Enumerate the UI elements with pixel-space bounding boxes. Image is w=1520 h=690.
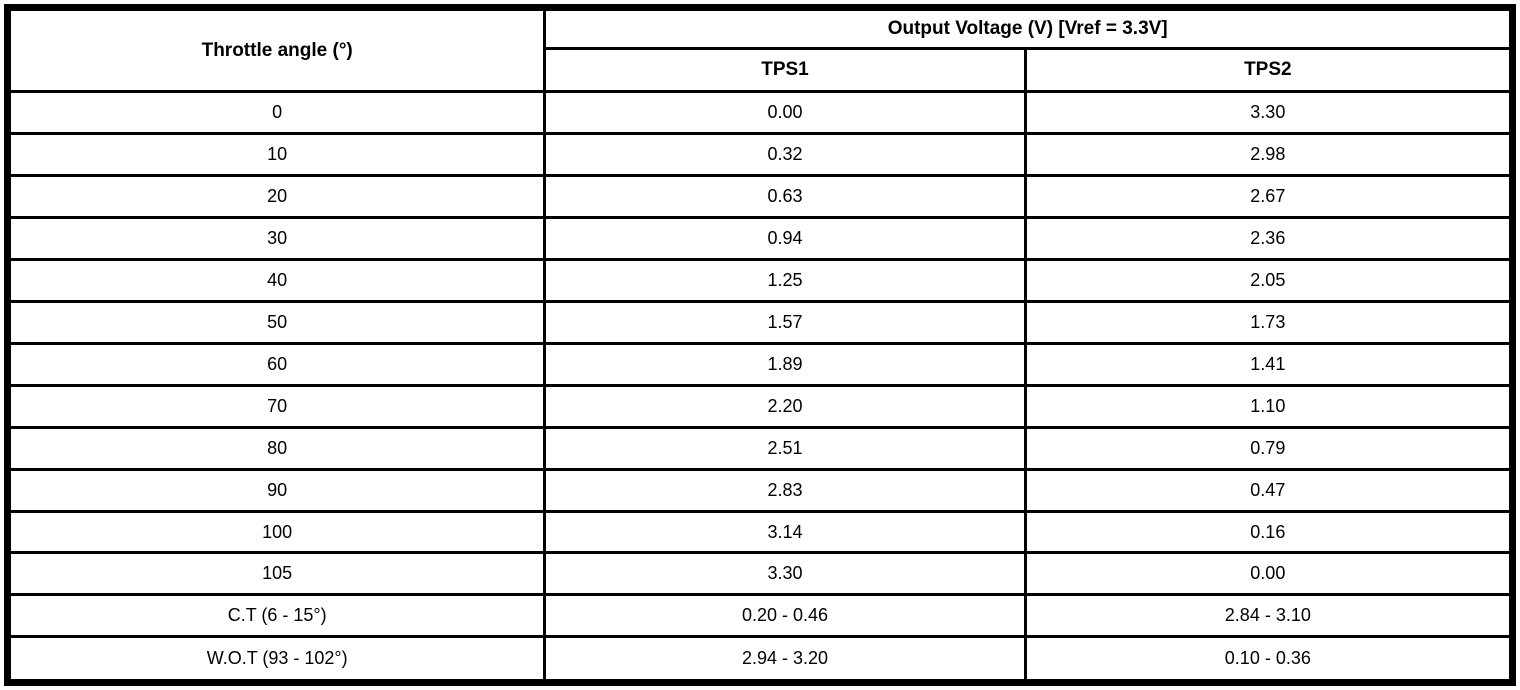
angle-cell: 90	[5, 467, 547, 513]
table-row: W.O.T (93 - 102°) 2.94 - 3.20 0.10 - 0.3…	[5, 635, 1515, 684]
table-row: 80 2.51 0.79	[5, 425, 1515, 471]
tps2-cell: 0.79	[1023, 425, 1515, 471]
tps1-cell: 0.94	[543, 215, 1027, 261]
table-row: 90 2.83 0.47	[5, 467, 1515, 513]
tps2-cell: 2.98	[1023, 131, 1515, 177]
tps2-cell: 3.30	[1023, 90, 1515, 135]
table-row: 20 0.63 2.67	[5, 173, 1515, 219]
table-row: 105 3.30 0.00	[5, 551, 1515, 597]
table-body: 0 0.00 3.30 10 0.32 2.98 20 0.63 2.67 30…	[5, 90, 1515, 684]
tps1-cell: 1.57	[543, 299, 1027, 345]
angle-cell: 10	[5, 131, 547, 177]
tps1-cell: 0.00	[543, 90, 1027, 135]
angle-cell: C.T (6 - 15°)	[5, 593, 547, 639]
tps1-cell: 1.25	[543, 257, 1027, 303]
tps2-cell: 1.73	[1023, 299, 1515, 345]
tps1-cell: 3.30	[543, 551, 1027, 597]
table-row: 30 0.94 2.36	[5, 215, 1515, 261]
angle-cell: 30	[5, 215, 547, 261]
table-row: 100 3.14 0.16	[5, 509, 1515, 555]
angle-cell: 20	[5, 173, 547, 219]
tps2-cell: 0.00	[1023, 551, 1515, 597]
throttle-angle-header: Throttle angle (°)	[5, 6, 547, 93]
table-row: 40 1.25 2.05	[5, 257, 1515, 303]
tps1-cell: 1.89	[543, 341, 1027, 387]
table-row: 50 1.57 1.73	[5, 299, 1515, 345]
angle-cell: 70	[5, 383, 547, 429]
tps1-cell: 0.32	[543, 131, 1027, 177]
angle-cell: 100	[5, 509, 547, 555]
tps1-cell: 0.20 - 0.46	[543, 593, 1027, 639]
tps2-header: TPS2	[1023, 47, 1515, 93]
tps-voltage-table: Throttle angle (°) Output Voltage (V) [V…	[4, 4, 1516, 686]
angle-cell: 40	[5, 257, 547, 303]
header-row-group: Throttle angle (°) Output Voltage (V) [V…	[5, 6, 1514, 93]
tps1-cell: 2.83	[543, 467, 1027, 513]
tps2-cell: 2.05	[1023, 257, 1515, 303]
angle-cell: 0	[5, 90, 547, 135]
tps1-cell: 3.14	[543, 509, 1027, 555]
tps1-cell: 2.51	[543, 425, 1027, 471]
tps1-header: TPS1	[543, 47, 1027, 93]
table-row: 10 0.32 2.98	[5, 131, 1515, 177]
angle-cell: 50	[5, 299, 547, 345]
angle-cell: 80	[5, 425, 547, 471]
tps2-cell: 2.67	[1023, 173, 1515, 219]
tps2-cell: 2.36	[1023, 215, 1515, 261]
tps1-cell: 0.63	[543, 173, 1027, 219]
angle-cell: 105	[5, 551, 547, 597]
table-row: C.T (6 - 15°) 0.20 - 0.46 2.84 - 3.10	[5, 593, 1515, 639]
tps2-cell: 0.47	[1023, 467, 1515, 513]
table-row: 70 2.20 1.10	[5, 383, 1515, 429]
table-row: 0 0.00 3.30	[5, 90, 1515, 135]
tps2-cell: 0.10 - 0.36	[1023, 635, 1515, 684]
output-voltage-header: Output Voltage (V) [Vref = 3.3V]	[543, 6, 1514, 50]
tps2-cell: 2.84 - 3.10	[1023, 593, 1515, 639]
tps2-cell: 1.10	[1023, 383, 1515, 429]
tps1-cell: 2.20	[543, 383, 1027, 429]
angle-cell: W.O.T (93 - 102°)	[5, 635, 547, 684]
tps2-cell: 1.41	[1023, 341, 1515, 387]
tps1-cell: 2.94 - 3.20	[543, 635, 1027, 684]
tps2-cell: 0.16	[1023, 509, 1515, 555]
table-row: 60 1.89 1.41	[5, 341, 1515, 387]
angle-cell: 60	[5, 341, 547, 387]
header-row-sub: TPS1 TPS2	[8, 47, 1515, 93]
